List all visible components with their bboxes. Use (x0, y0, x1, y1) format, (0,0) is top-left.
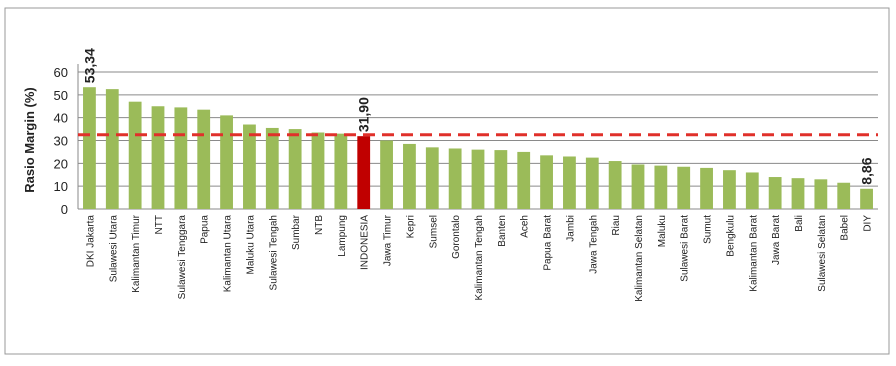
bar (220, 115, 233, 209)
bar (585, 157, 599, 209)
bar (517, 151, 531, 209)
x-tick-label: Jambi (565, 215, 576, 242)
x-tick-label: NTB (314, 215, 325, 235)
x-tick-label: Aceh (520, 215, 531, 238)
bar (860, 188, 873, 209)
bar (425, 147, 439, 209)
bar (174, 107, 188, 209)
bar (151, 106, 165, 209)
bar (791, 178, 805, 209)
x-tick-label: DIY (863, 215, 874, 232)
y-tick-label: 50 (54, 88, 68, 103)
bar (700, 167, 713, 209)
bar (357, 136, 371, 209)
bar (448, 148, 462, 209)
bar (403, 143, 416, 209)
bar (563, 156, 576, 209)
x-tick-label: Papua (200, 215, 211, 244)
y-tick-label: 60 (54, 65, 68, 80)
bar (105, 89, 119, 209)
x-tick-label: Kalimantan Selatan (634, 215, 645, 302)
x-tick-label: Sumbar (291, 214, 302, 250)
bar (494, 150, 508, 209)
x-tick-label: Jawa Tengah (588, 215, 599, 274)
x-tick-label: Kalimantan Timur (131, 214, 142, 292)
bar (768, 177, 782, 209)
y-axis-label: Rasio Margin (%) (22, 87, 37, 192)
x-tick-label: Jawa Barat (771, 215, 782, 265)
x-tick-label: DKI Jakarta (85, 215, 96, 268)
bar (745, 172, 759, 209)
bar (83, 87, 96, 209)
bar (654, 165, 668, 209)
bar (540, 155, 553, 209)
x-tick-label: Gorontalo (451, 215, 462, 259)
x-tick-label: Sulawesi Tenggara (177, 215, 188, 300)
y-tick-label: 30 (54, 134, 68, 149)
x-tick-label: Papua Barat (543, 215, 554, 271)
x-tick-label: Sumsel (428, 215, 439, 248)
bar (837, 182, 851, 209)
x-tick-label: Jawa Timur (383, 214, 394, 266)
bar (334, 133, 348, 209)
y-tick-label: 0 (61, 202, 68, 217)
bar (311, 132, 325, 209)
x-tick-label: Lampung (337, 215, 348, 257)
x-tick-label: Maluku (657, 215, 668, 247)
bar (128, 101, 142, 209)
bar (265, 127, 279, 209)
bar (677, 166, 691, 209)
x-tick-label: Kalimantan Utara (223, 215, 234, 293)
bar (471, 149, 485, 209)
x-tick-label: Sulawesi Utara (108, 215, 119, 283)
y-tick-label: 40 (54, 111, 68, 126)
x-tick-label: Sumut (703, 215, 714, 244)
bar (243, 124, 256, 209)
x-tick-label: Sulawesi Barat (680, 215, 691, 282)
value-label: 8,86 (859, 157, 875, 184)
y-tick-label: 20 (54, 156, 68, 171)
bar (380, 140, 393, 209)
value-label: 53,34 (81, 48, 97, 83)
y-tick-label: 10 (54, 179, 68, 194)
bar (631, 164, 645, 209)
x-tick-label: NTT (154, 215, 165, 234)
x-tick-label: Babel (840, 215, 851, 241)
x-tick-label: Banten (497, 215, 508, 247)
x-tick-label: Riau (611, 215, 622, 236)
value-label: 31,90 (356, 97, 372, 132)
bar (197, 109, 211, 209)
x-tick-label: Kepri (405, 215, 416, 238)
bar (723, 170, 736, 209)
x-tick-label: Maluku Utara (245, 215, 256, 275)
x-tick-label: Bengkulu (725, 215, 736, 257)
x-tick-label: Kalimantan Tengah (474, 215, 485, 300)
bar (288, 129, 302, 209)
x-tick-label: INDONESIA (360, 215, 371, 270)
bar (608, 161, 622, 209)
x-tick-label: Kalimantan Barat (748, 215, 759, 292)
x-tick-label: Bali (794, 215, 805, 232)
x-tick-label: Sulawesi Selatan (817, 215, 828, 292)
x-tick-label: Sulawesi Tengah (268, 215, 279, 290)
bar (814, 179, 828, 209)
